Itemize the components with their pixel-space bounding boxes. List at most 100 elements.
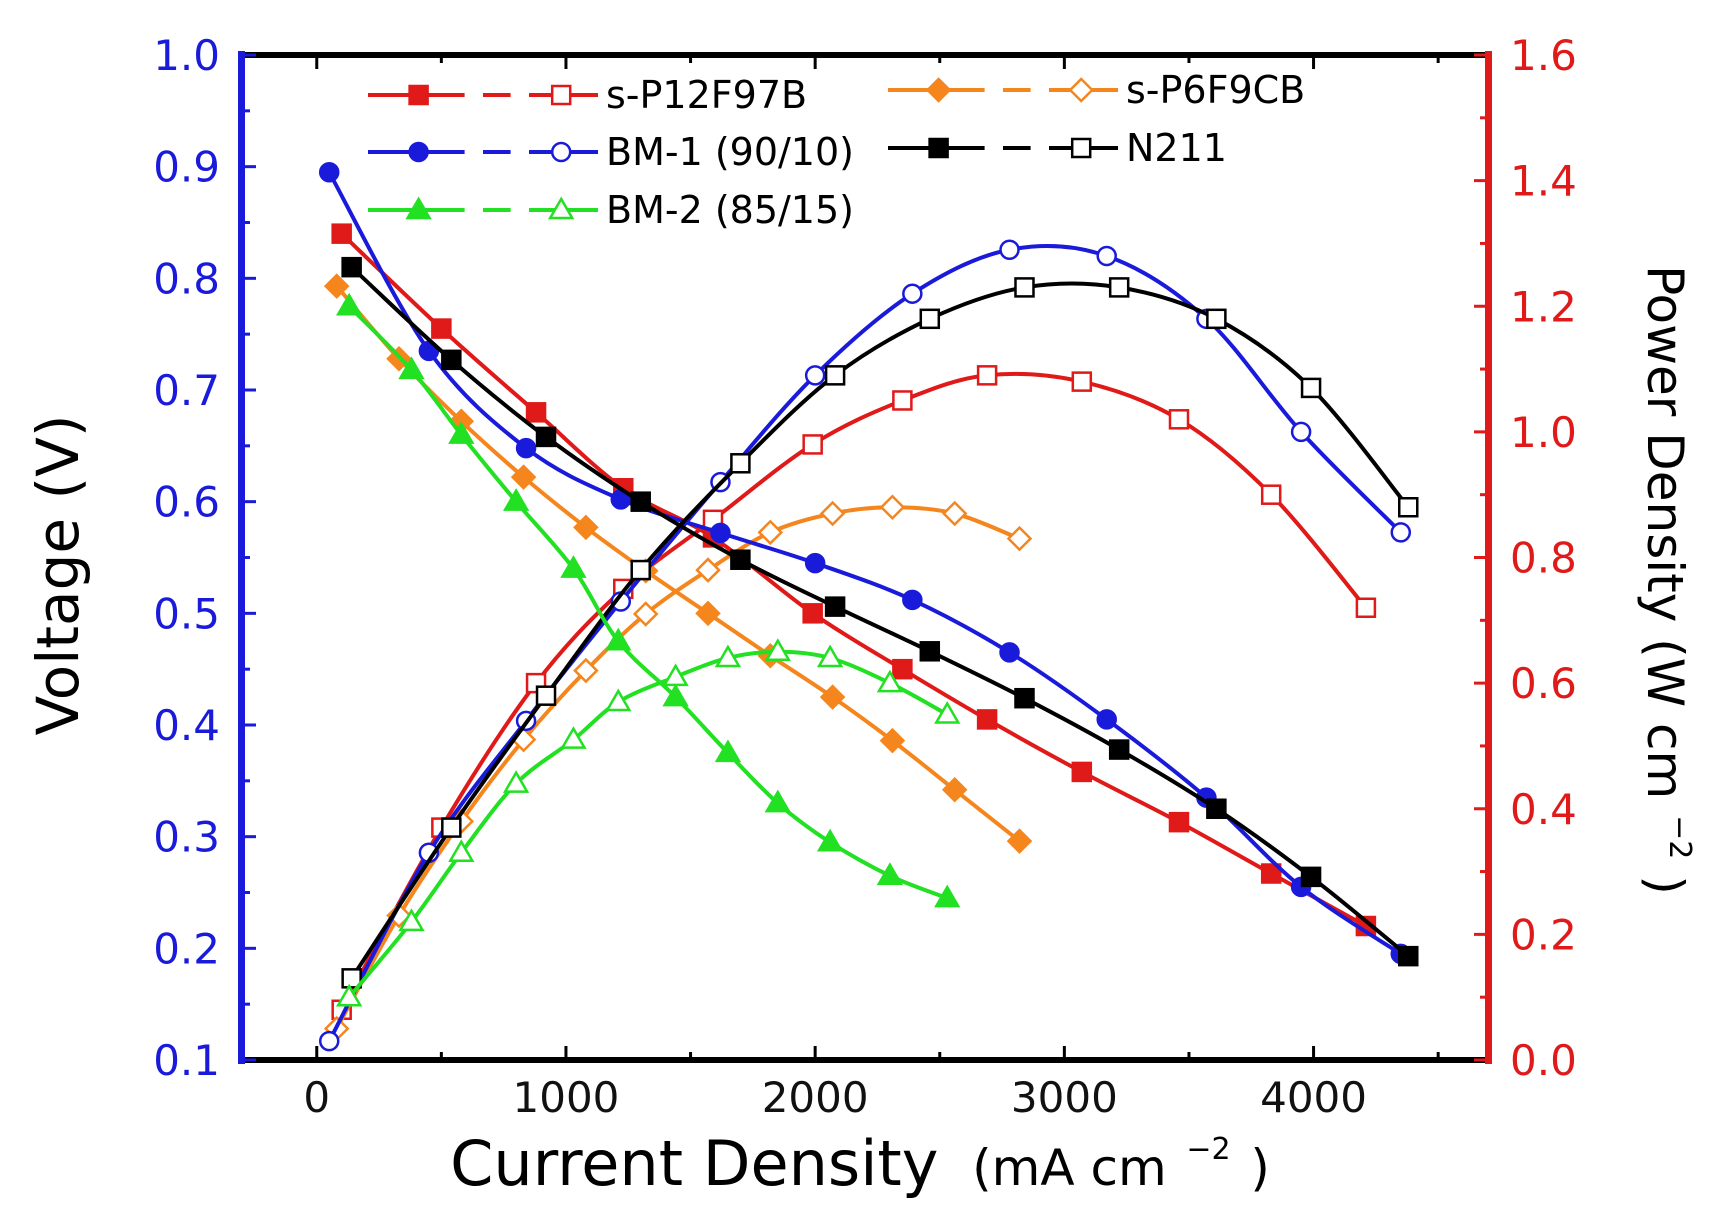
data-point-power-s-p12f97b bbox=[1071, 371, 1093, 392]
data-point-voltage-n211 bbox=[1206, 798, 1227, 819]
data-point-power-n211 bbox=[1108, 277, 1130, 298]
x-axis-title-unit: (mA cm bbox=[972, 1139, 1167, 1197]
data-point-power-bm-1-90-10 bbox=[318, 1030, 340, 1052]
y-axis-right-title-main: Power Density (W cm bbox=[1636, 265, 1694, 799]
data-point-power-s-p12f97b bbox=[1168, 409, 1190, 430]
y-right-tick-label: 1.2 bbox=[1510, 282, 1577, 331]
y-right-tick-label: 0.6 bbox=[1510, 659, 1577, 708]
data-point-voltage-bm-1-90-10 bbox=[318, 162, 340, 183]
x-tick-label: 3000 bbox=[1011, 1073, 1118, 1122]
data-point-power-bm-2-85-15 bbox=[398, 908, 425, 932]
legend-marker-filled bbox=[408, 141, 429, 163]
data-point-voltage-n211 bbox=[535, 426, 557, 448]
data-point-power-n211 bbox=[441, 817, 462, 838]
series-line-power-s-p6f9cb bbox=[334, 505, 1021, 1030]
y-left-tick-label: 0.8 bbox=[153, 254, 220, 303]
data-point-voltage-n211 bbox=[824, 596, 846, 617]
series-line-voltage-bm-2-85-15 bbox=[347, 304, 948, 900]
series-line-power-bm-1-90-10 bbox=[327, 243, 1403, 1043]
y-left-tick-label: 0.6 bbox=[153, 478, 220, 527]
legend-item-s-p6f9cb: s-P6F9CB bbox=[888, 68, 1305, 112]
x-tick-label: 0 bbox=[303, 1073, 330, 1122]
legend-label: N211 bbox=[1126, 126, 1227, 170]
data-point-power-s-p6f9cb bbox=[695, 557, 721, 583]
series-line-voltage-bm-1-90-10 bbox=[327, 171, 1402, 956]
data-point-power-s-p12f97b bbox=[1355, 597, 1377, 618]
y-right-tick-label: 0.0 bbox=[1510, 1036, 1577, 1085]
data-point-voltage-s-p12f97b bbox=[331, 223, 352, 244]
legend-marker-hollow bbox=[1068, 77, 1094, 103]
x-axis-title-main: Current Density bbox=[450, 1127, 938, 1200]
data-point-power-n211 bbox=[1206, 308, 1227, 330]
series-line-voltage-n211 bbox=[350, 265, 1410, 958]
data-point-voltage-bm-2-85-15 bbox=[560, 555, 587, 578]
legend-marker-filled bbox=[405, 196, 432, 220]
data-point-voltage-s-p12f97b bbox=[1260, 863, 1282, 884]
data-point-voltage-bm-2-85-15 bbox=[934, 884, 961, 908]
data-point-voltage-s-p6f9cb bbox=[819, 684, 846, 710]
data-point-power-bm-1-90-10 bbox=[1290, 421, 1312, 443]
legend-label: BM-2 (85/15) bbox=[606, 188, 854, 232]
data-point-power-bm-2-85-15 bbox=[934, 701, 961, 724]
y-right-tick-label: 1.4 bbox=[1510, 157, 1577, 206]
x-axis-title-unit-sup: −2 bbox=[1186, 1132, 1230, 1167]
legend-item-s-p12f97b: s-P12F97B bbox=[368, 73, 807, 117]
data-point-power-bm-1-90-10 bbox=[902, 283, 923, 304]
data-point-power-s-p6f9cb bbox=[879, 494, 906, 521]
y-left-tick-label: 0.2 bbox=[153, 924, 220, 973]
data-point-voltage-bm-2-85-15 bbox=[398, 356, 425, 380]
legend-item-bm-2-85-15: BM-2 (85/15) bbox=[368, 188, 854, 232]
y-axis-right-title: Power Density (W cm −2 ) bbox=[1636, 265, 1716, 895]
data-point-power-bm-2-85-15 bbox=[662, 663, 689, 687]
legend-marker-hollow bbox=[550, 84, 572, 106]
legend-marker-filled bbox=[928, 137, 949, 159]
data-point-voltage-bm-2-85-15 bbox=[605, 627, 632, 651]
legend-marker-hollow bbox=[1070, 137, 1092, 159]
ticks-layer: 0 1000 2000 3000 4000 0.1 0.2 0.3 0.4 0.5 0.6 0.7 0.… bbox=[153, 31, 1577, 1122]
y-axis-right-title-sup: −2 bbox=[1662, 815, 1697, 859]
y-right-tick-label: 0.4 bbox=[1510, 785, 1577, 834]
data-point-power-bm-1-90-10 bbox=[804, 365, 826, 386]
data-point-power-n211 bbox=[1398, 497, 1419, 518]
data-point-voltage-n211 bbox=[1108, 739, 1130, 760]
data-point-voltage-n211 bbox=[1300, 866, 1322, 888]
legend-label: s-P12F97B bbox=[606, 73, 807, 117]
data-point-power-n211 bbox=[630, 559, 651, 581]
data-point-voltage-bm-1-90-10 bbox=[999, 642, 1020, 663]
series-line-power-s-p12f97b bbox=[339, 371, 1368, 1011]
x-tick-label: 4000 bbox=[1260, 1073, 1367, 1122]
y-right-tick-label: 1.6 bbox=[1510, 31, 1577, 80]
data-point-voltage-s-p6f9cb bbox=[510, 464, 537, 490]
legend-item-bm-1-90-10: BM-1 (90/10) bbox=[368, 130, 854, 174]
data-point-voltage-n211 bbox=[341, 256, 362, 278]
data-point-power-n211 bbox=[341, 968, 362, 989]
data-point-voltage-s-p12f97b bbox=[892, 658, 913, 680]
data-point-power-bm-2-85-15 bbox=[714, 644, 742, 668]
data-point-voltage-bm-1-90-10 bbox=[515, 437, 537, 459]
data-point-voltage-bm-2-85-15 bbox=[714, 739, 742, 763]
data-point-power-bm-2-85-15 bbox=[876, 669, 904, 693]
data-point-voltage-s-p12f97b bbox=[1168, 811, 1190, 833]
legend-label: s-P6F9CB bbox=[1126, 68, 1305, 112]
data-point-power-n211 bbox=[535, 685, 557, 706]
data-point-power-bm-2-85-15 bbox=[764, 638, 791, 661]
data-point-power-bm-2-85-15 bbox=[335, 983, 363, 1007]
y-left-tick-label: 0.1 bbox=[153, 1036, 220, 1085]
data-point-voltage-bm-2-85-15 bbox=[816, 828, 844, 852]
data-point-power-bm-2-85-15 bbox=[816, 644, 844, 668]
plot-frame-top bbox=[239, 52, 1491, 58]
data-point-power-s-p6f9cb bbox=[941, 500, 968, 527]
y-left-tick-label: 0.5 bbox=[153, 589, 220, 638]
x-tick-label: 1000 bbox=[513, 1073, 620, 1122]
left-axis-line bbox=[238, 51, 245, 1064]
data-point-power-s-p12f97b bbox=[892, 390, 913, 411]
data-point-voltage-s-p6f9cb bbox=[879, 727, 906, 754]
legend-marker-hollow bbox=[550, 141, 572, 163]
data-point-power-s-p6f9cb bbox=[819, 500, 846, 527]
data-point-voltage-s-p12f97b bbox=[1071, 761, 1093, 783]
data-point-power-bm-2-85-15 bbox=[448, 839, 475, 862]
data-point-power-s-p6f9cb bbox=[573, 657, 599, 684]
data-point-voltage-s-p6f9cb bbox=[695, 600, 721, 627]
legend-label: BM-1 (90/10) bbox=[606, 130, 854, 174]
y-axis-right-title-close: ) bbox=[1636, 875, 1694, 895]
